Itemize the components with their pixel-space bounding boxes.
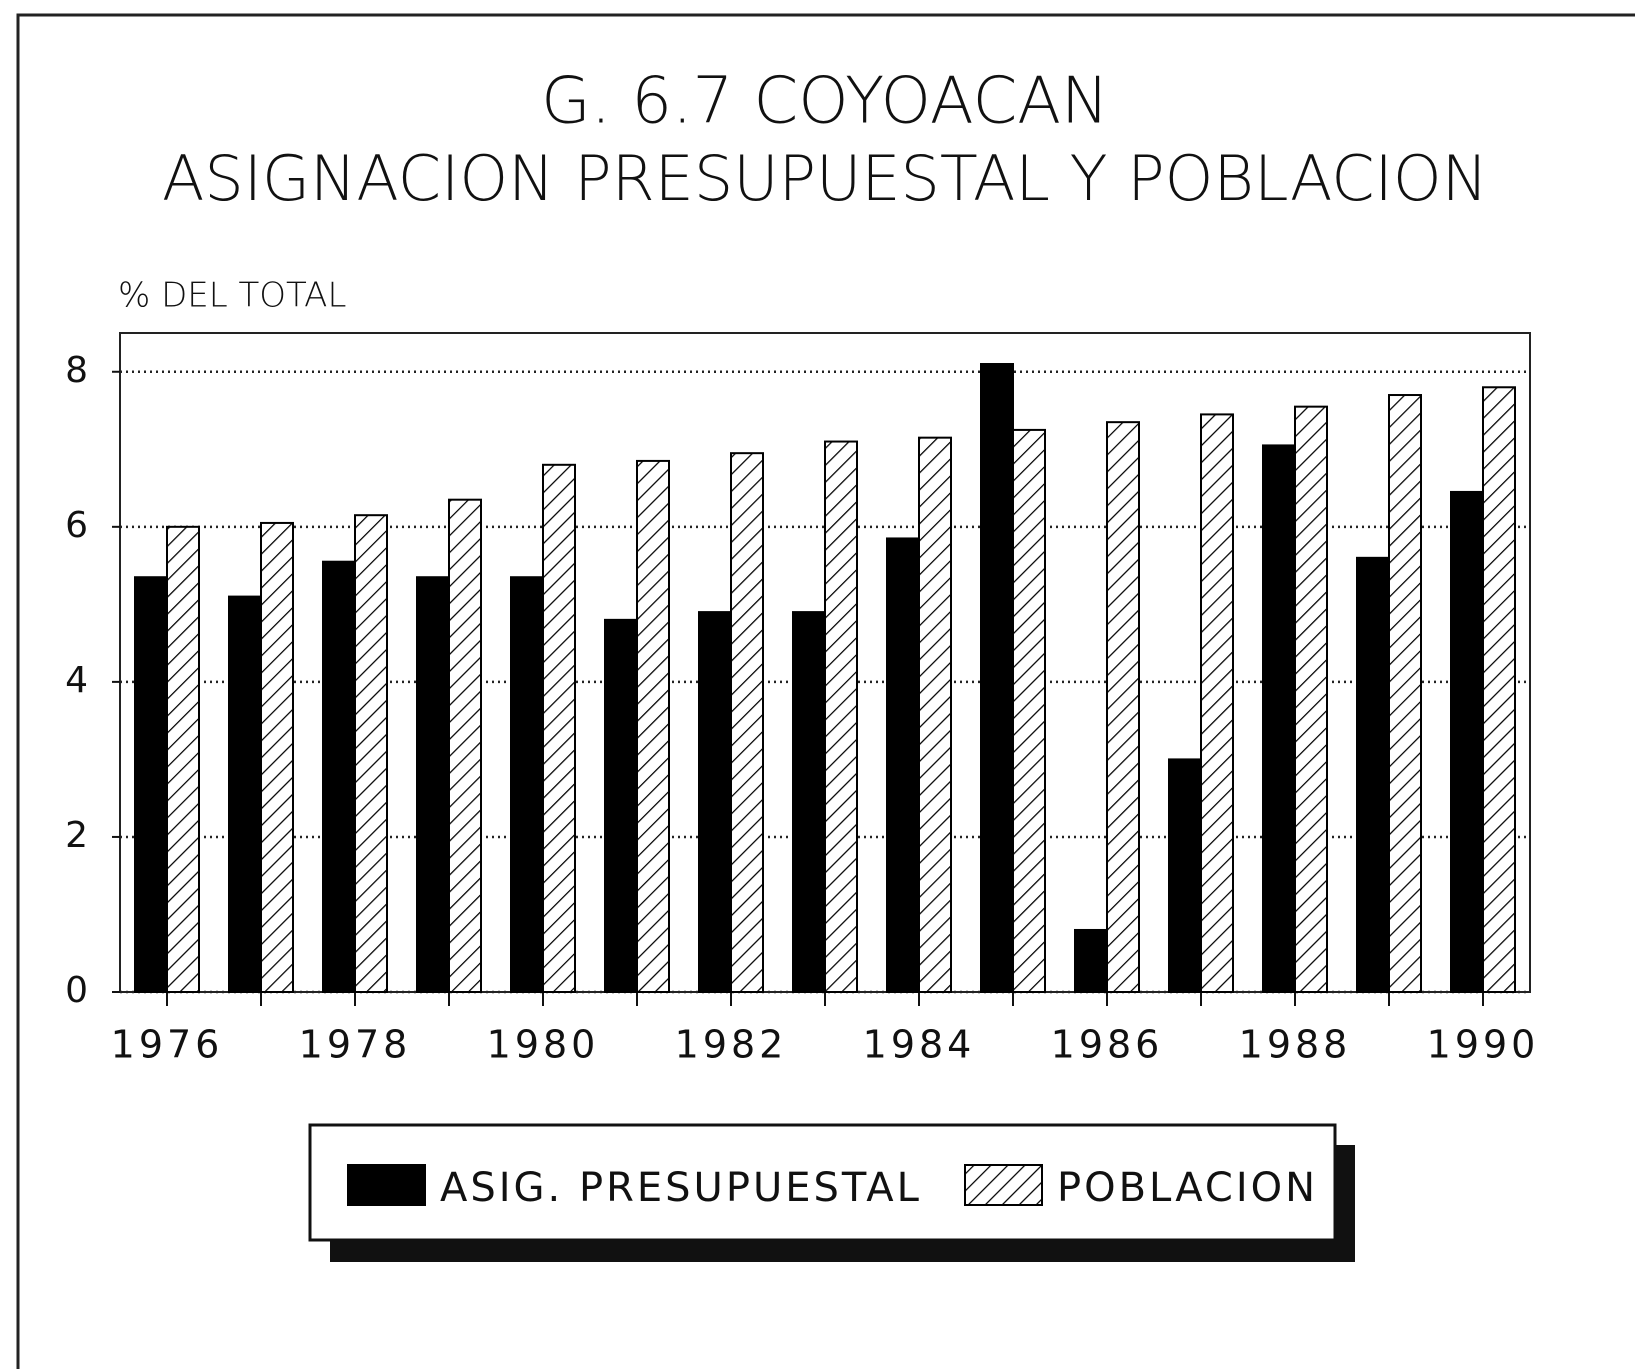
bar <box>636 459 670 993</box>
chart-subtitle: ASIGNACION PRESUPUESTAL Y POBLACION <box>162 142 1488 215</box>
bar <box>1450 490 1484 993</box>
bar <box>918 436 952 993</box>
bar <box>730 452 764 993</box>
bar <box>166 525 200 994</box>
bar <box>824 440 858 993</box>
x-tick-label: 1982 <box>675 1023 788 1067</box>
bar <box>1012 428 1046 994</box>
bar <box>228 595 262 993</box>
x-tick-label: 1988 <box>1239 1023 1352 1067</box>
bar <box>510 576 544 993</box>
bar <box>448 498 482 993</box>
bar <box>1388 394 1422 993</box>
y-tick-label: 2 <box>65 815 88 856</box>
bar <box>1200 413 1234 993</box>
bar <box>1482 386 1516 994</box>
bar <box>1356 556 1390 993</box>
legend-box <box>308 1123 1337 1242</box>
bar <box>1106 421 1140 993</box>
bar <box>886 537 920 993</box>
frame <box>16 13 1635 1369</box>
bar <box>980 363 1014 993</box>
bar <box>1168 758 1202 993</box>
y-tick-label: 8 <box>65 350 88 391</box>
legend-swatch <box>964 1164 1043 1206</box>
bar <box>698 611 732 993</box>
legend: ASIG. PRESUPUESTAL POBLACION <box>308 1123 1355 1262</box>
bar <box>322 560 356 994</box>
x-tick-label: 1980 <box>487 1023 600 1067</box>
x-tick-label: 1990 <box>1427 1023 1540 1067</box>
bar <box>604 618 638 993</box>
bar <box>260 521 294 994</box>
x-tick-label: 1978 <box>299 1023 412 1067</box>
legend-label: ASIG. PRESUPUESTAL <box>440 1165 922 1211</box>
bar <box>134 576 168 993</box>
legend-swatch <box>347 1164 426 1206</box>
bar <box>1294 405 1328 993</box>
bar <box>542 463 576 993</box>
bar <box>416 576 450 993</box>
x-tick-label: 1984 <box>863 1023 976 1067</box>
bar <box>1262 444 1296 993</box>
bar <box>1074 928 1108 993</box>
x-tick-label: 1976 <box>111 1023 224 1067</box>
y-axis-label: % DEL TOTAL <box>118 276 346 316</box>
bar <box>354 514 388 993</box>
chart-title: G. 6.7 COYOACAN <box>541 65 1109 139</box>
x-tick-label: 1986 <box>1051 1023 1164 1067</box>
legend-label: POBLACION <box>1057 1165 1318 1211</box>
bar <box>792 611 826 993</box>
y-tick-label: 0 <box>65 970 88 1011</box>
y-tick-label: 6 <box>65 505 88 546</box>
y-tick-label: 4 <box>65 660 88 701</box>
